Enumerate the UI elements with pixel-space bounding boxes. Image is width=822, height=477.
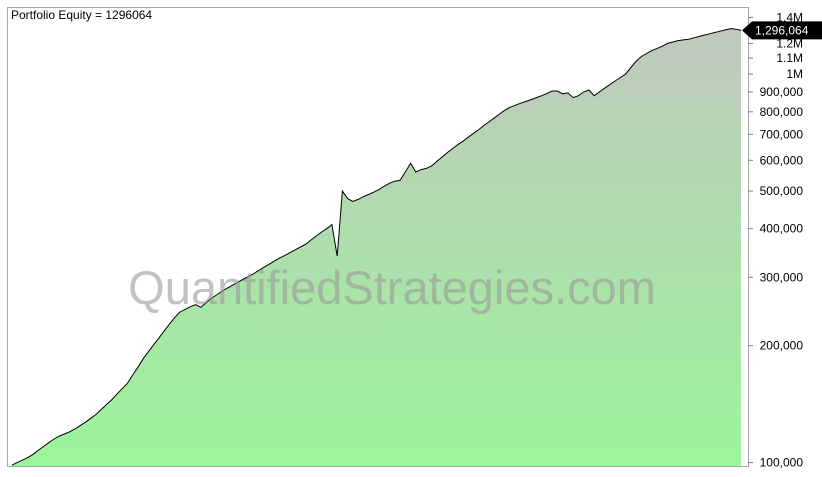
y-tick-label: 600,000 — [760, 153, 804, 167]
y-tick-label: 700,000 — [760, 127, 804, 141]
y-tick-label: 500,000 — [760, 184, 804, 198]
chart-title: Portfolio Equity = 1296064 — [11, 8, 152, 22]
y-tick-label: 800,000 — [760, 105, 804, 119]
y-tick-label: 400,000 — [760, 222, 804, 236]
y-tick-label: 100,000 — [760, 456, 804, 470]
y-tick-label: 1.2M — [776, 36, 803, 50]
y-tick-label: 1.4M — [776, 10, 803, 24]
y-tick-label: 900,000 — [760, 85, 804, 99]
last-value-label: 1,296,064 — [755, 23, 809, 37]
y-tick-label: 1.1M — [776, 51, 803, 65]
equity-line — [11, 28, 742, 466]
y-axis: 100,000 200,000 300,000 400,000 500,000 600,0… — [748, 7, 803, 470]
equity-area — [12, 28, 741, 466]
last-value-marker: 1,296,064 — [742, 21, 822, 40]
watermark: QuantifiedStrategies.com — [128, 261, 656, 314]
last-value-marker-bg — [742, 21, 822, 40]
y-tick-label: 300,000 — [760, 270, 804, 284]
y-tick-label: 200,000 — [760, 339, 804, 353]
y-tick-label: 1M — [786, 67, 803, 81]
